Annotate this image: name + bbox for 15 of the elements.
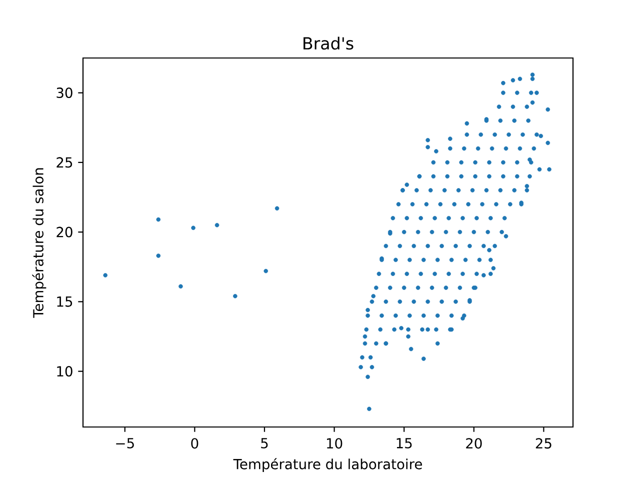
y-tick-label: 15 bbox=[57, 296, 72, 307]
x-tick-label: 15 bbox=[396, 438, 412, 448]
x-tick-label: 5 bbox=[261, 438, 268, 448]
x-tick-label: 25 bbox=[536, 438, 552, 449]
y-tick-label: 30 bbox=[56, 88, 72, 98]
y-tick-label: 10 bbox=[57, 366, 72, 377]
y-tick-label: 20 bbox=[56, 226, 72, 238]
x-tick-label: 0 bbox=[191, 438, 198, 449]
y-axis-title: Température du salon bbox=[32, 168, 46, 318]
x-tick-label: 10 bbox=[327, 438, 342, 449]
chart-title: Brad's bbox=[304, 36, 354, 50]
x-axis-title: Température du laboratoire bbox=[233, 458, 422, 472]
y-tick-label: 25 bbox=[56, 157, 72, 168]
x-tick-label: −5 bbox=[116, 438, 134, 448]
x-tick-label: 20 bbox=[466, 438, 482, 449]
